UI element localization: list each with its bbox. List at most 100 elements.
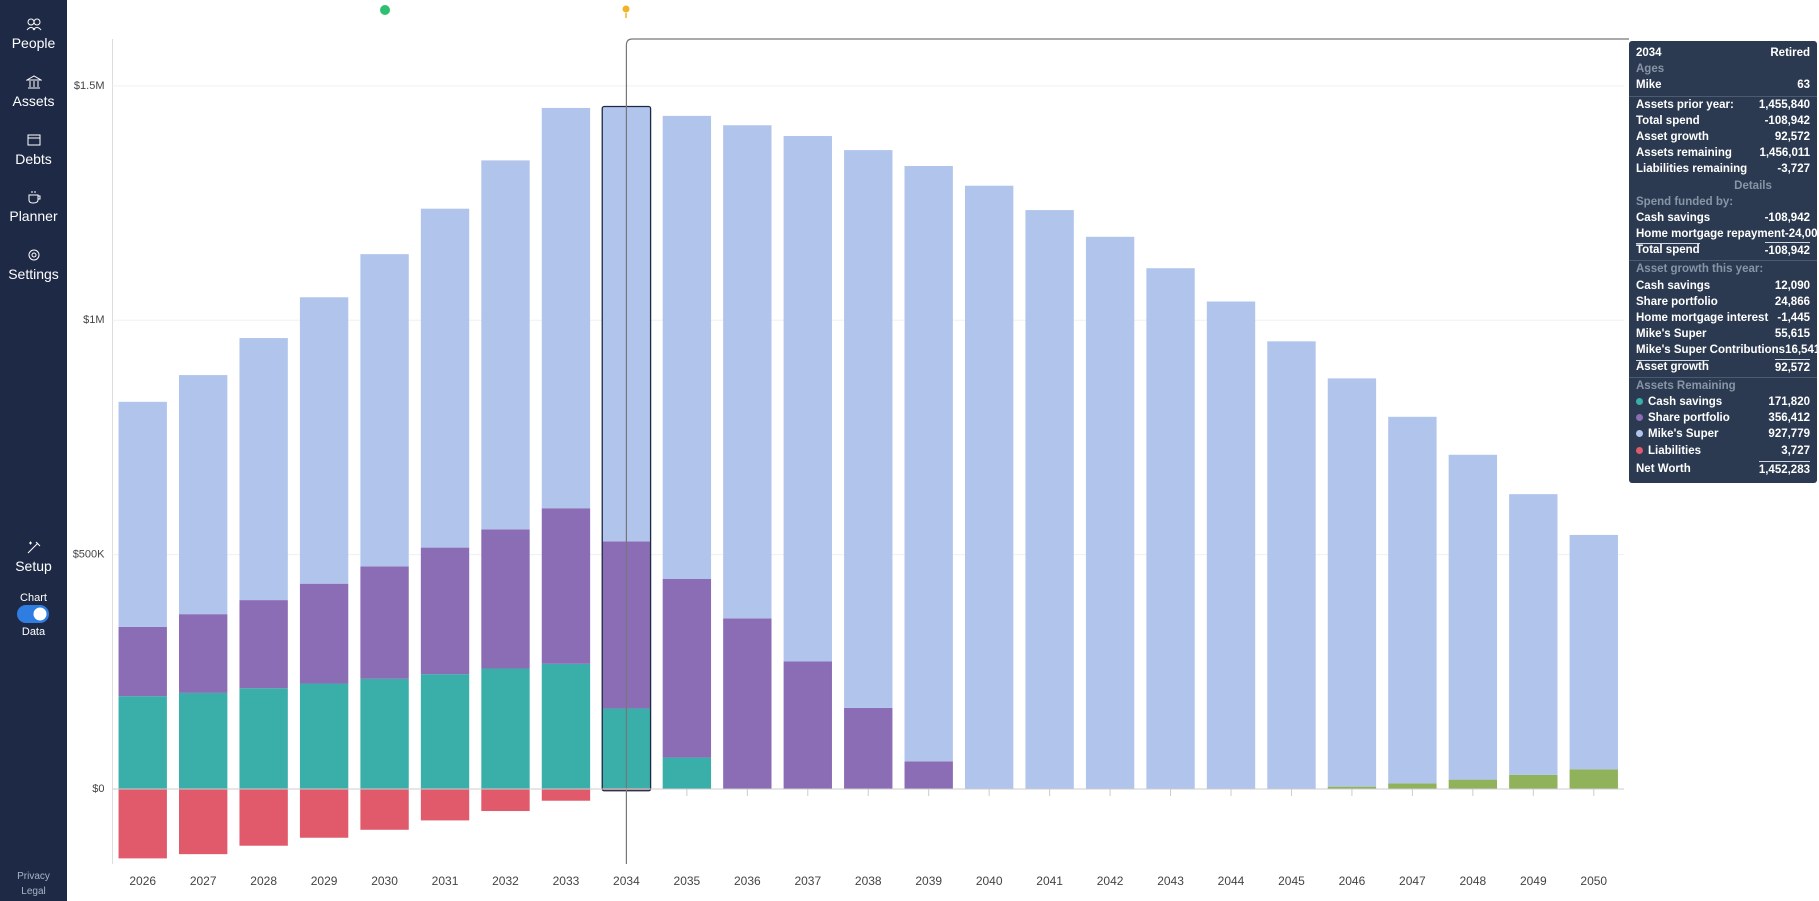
row-label-wrap: Assets prior year: — [1636, 97, 1734, 113]
tooltip-row: Mike 63 — [1629, 77, 1817, 93]
tooltip-status: Retired — [1770, 47, 1810, 59]
y-tick-label: $1M — [83, 314, 104, 326]
row-value: 92,572 — [1774, 358, 1810, 375]
hover-line — [625, 38, 1629, 864]
heading-text: Asset growth this year: — [1636, 263, 1764, 276]
bar-segment — [541, 789, 591, 801]
heading-text: Spend funded by: — [1636, 195, 1734, 208]
nav-item[interactable]: Planner — [0, 190, 67, 224]
x-tick-label: 2030 — [371, 874, 398, 888]
row-label: Home mortgage interest — [1636, 312, 1769, 324]
row-value: 356,412 — [1768, 412, 1810, 425]
nav-item[interactable]: Assets — [0, 75, 67, 109]
tooltip-row: Assets remaining 1,456,011 — [1629, 145, 1817, 161]
tooltip-row: Total spend -108,942 — [1629, 113, 1817, 129]
tooltip-year: 2034 — [1636, 47, 1662, 59]
row-value: 927,779 — [1768, 428, 1810, 441]
footer-link[interactable]: Legal — [21, 886, 46, 897]
bar-segment — [783, 136, 832, 662]
row-label: Assets prior year: — [1636, 98, 1734, 111]
row-value: 63 — [1797, 79, 1810, 92]
row-value: -1,445 — [1777, 312, 1810, 324]
bar-segment — [179, 692, 228, 789]
net-worth-row: Net Worth 1,452,283 — [1629, 460, 1817, 477]
bar-segment — [179, 614, 228, 693]
toggle-switch[interactable] — [17, 605, 49, 623]
nav-item[interactable]: Setup — [0, 540, 67, 574]
row-label: Liabilities — [1648, 444, 1702, 457]
nav-item[interactable]: Settings — [0, 248, 67, 282]
nav-item[interactable]: People — [0, 17, 67, 51]
row-value: 1,452,283 — [1758, 460, 1810, 477]
row-label-wrap: Cash savings — [1636, 278, 1710, 294]
bar-segment — [1146, 268, 1195, 789]
tooltip-row: Share portfolio 356,412 — [1629, 410, 1817, 426]
icon — [26, 18, 41, 31]
x-tick-label: 2049 — [1520, 874, 1547, 888]
details-divider: Details — [1629, 178, 1817, 194]
row-label-wrap: Mike's Super Contributions — [1636, 342, 1785, 358]
row-label: Share portfolio — [1648, 412, 1730, 425]
row-label: Mike's Super — [1636, 328, 1707, 341]
y-tick-label: $500K — [73, 549, 105, 561]
row-value: 1,456,011 — [1759, 147, 1810, 160]
icon — [28, 191, 40, 204]
toggle-label: Data — [21, 626, 46, 638]
bar-segment — [723, 125, 772, 619]
nav-label: Planner — [9, 208, 58, 224]
bar-segment — [904, 166, 953, 762]
nav-label: Debts — [15, 151, 52, 167]
row-label-wrap: Mike's Super — [1636, 326, 1706, 342]
separator — [1629, 95, 1817, 97]
tooltip-row: Mike's Super Contributions 16,541 — [1629, 342, 1819, 358]
row-label-wrap: Assets remaining — [1636, 145, 1732, 161]
nav-label: Assets — [12, 93, 55, 109]
row-label: Mike — [1636, 79, 1662, 92]
x-tick-label: 2037 — [794, 874, 821, 888]
row-label: Share portfolio — [1636, 295, 1718, 308]
bar-segment — [481, 160, 530, 530]
icon — [28, 249, 39, 261]
row-label: Home mortgage repayment — [1636, 228, 1785, 241]
bar-segment — [1448, 454, 1498, 780]
bar-segment — [1388, 416, 1437, 784]
heading-text: Ages — [1636, 63, 1665, 76]
tooltip-row: Cash savings 171,820 — [1629, 394, 1817, 410]
row-label: Liabilities remaining — [1636, 163, 1748, 176]
x-tick-label: 2047 — [1399, 874, 1426, 888]
footer-link[interactable]: Privacy — [17, 871, 50, 882]
bar-segment — [1569, 534, 1618, 770]
tooltip-row: Liabilities remaining -3,727 — [1629, 161, 1817, 177]
nav-label: People — [11, 35, 56, 51]
bar-segment — [1025, 210, 1074, 789]
bar-segment — [1267, 341, 1316, 789]
x-tick-label: 2046 — [1339, 874, 1366, 888]
toggle-label: Chart — [20, 592, 47, 604]
x-tick-label: 2026 — [129, 874, 156, 888]
bar-segment — [239, 338, 288, 601]
section-heading: Asset growth this year: — [1629, 261, 1817, 277]
bar-segment — [239, 600, 288, 689]
bar-segment — [844, 150, 893, 708]
row-label: Total spend — [1636, 114, 1700, 127]
row-label-wrap: Mike's Super — [1636, 426, 1718, 442]
bar-segment — [299, 789, 349, 838]
bar-segment — [118, 626, 167, 697]
bar-segment — [239, 789, 288, 846]
sidebar: People Assets Debts Planner Settings Set… — [0, 0, 67, 901]
row-value: 1,455,840 — [1758, 98, 1810, 111]
x-tick-label: 2050 — [1580, 874, 1607, 888]
bar-segment — [662, 579, 712, 758]
tooltip-row: Asset growth 92,572 — [1629, 358, 1817, 375]
x-tick-label: 2034 — [613, 874, 640, 888]
tooltip-row: Share portfolio 24,866 — [1629, 294, 1817, 310]
bar-segment — [1327, 378, 1377, 787]
tooltip-header: 2034 Retired — [1629, 45, 1817, 61]
x-tick-label: 2042 — [1097, 874, 1124, 888]
nav-item[interactable]: Debts — [0, 133, 67, 167]
tooltip-row: Liabilities 3,727 — [1629, 443, 1817, 459]
icon — [27, 134, 40, 146]
nav-label: Settings — [8, 266, 59, 282]
row-value: 171,820 — [1768, 395, 1810, 408]
bar-segment — [118, 789, 167, 859]
